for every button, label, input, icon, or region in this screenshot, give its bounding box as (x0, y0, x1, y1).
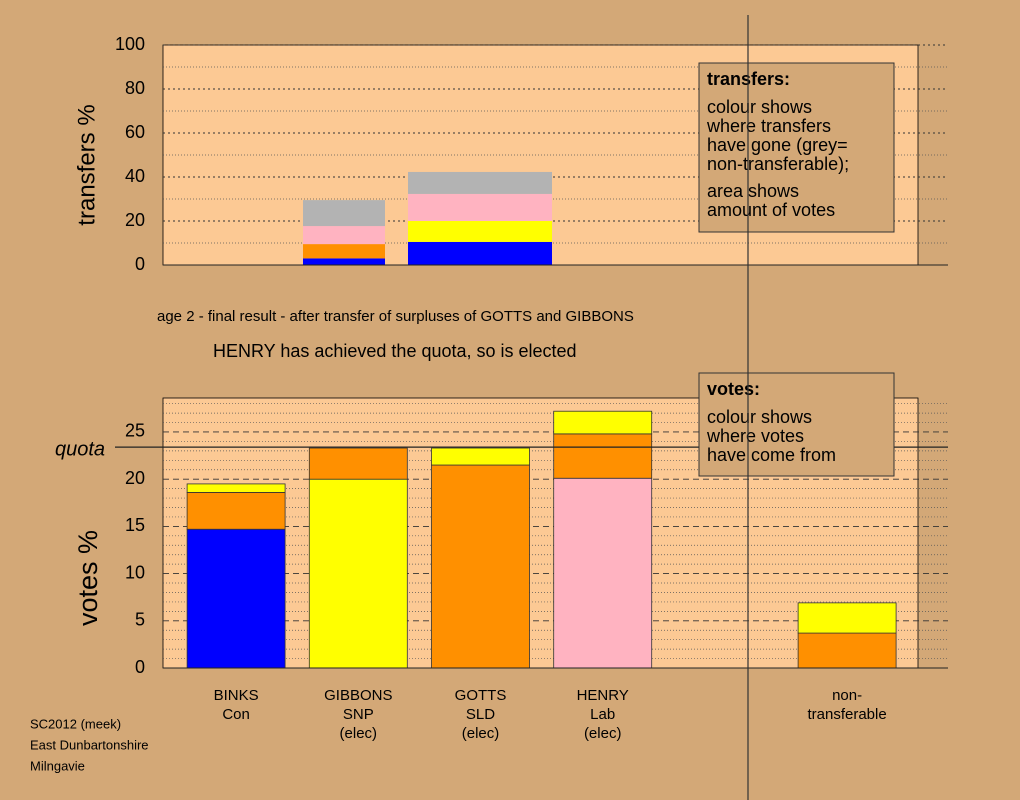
x-tick-label: GOTTS (455, 687, 507, 704)
x-tick-label: GIBBONS (324, 687, 392, 704)
x-tick-label: (elec) (462, 725, 500, 742)
legend-text: non-transferable); (707, 154, 849, 174)
bar-segment (408, 193, 552, 221)
bar-segment (186, 483, 286, 493)
x-tick-label: (elec) (340, 725, 378, 742)
x-tick-label: Lab (590, 706, 615, 723)
y-axis-label: transfers % (73, 104, 100, 225)
bar-segment (186, 528, 286, 669)
bar-segment (308, 478, 408, 669)
bar-segment (303, 244, 385, 259)
quota-label: quota (55, 438, 105, 460)
y-tick-label: 15 (125, 515, 145, 535)
y-tick-label: 25 (125, 421, 145, 441)
footer: East Dunbartonshire (30, 737, 149, 752)
x-tick-label: Con (222, 706, 250, 723)
bar-segment (797, 602, 897, 634)
footer: SC2012 (meek) (30, 716, 121, 731)
bar-segment (303, 200, 385, 227)
footer: Milngavie (30, 758, 85, 773)
bar-segment (408, 171, 552, 194)
bar-segment (553, 433, 653, 479)
legend-text: where votes (706, 426, 804, 446)
bar-segment (186, 492, 286, 530)
legend-text: amount of votes (707, 200, 835, 220)
y-tick-label: 10 (125, 562, 145, 582)
y-tick-label: 100 (115, 34, 145, 54)
y-axis-label: votes % (73, 530, 103, 626)
headline: HENRY has achieved the quota, so is elec… (213, 341, 577, 361)
x-tick-label: non- (832, 687, 862, 704)
x-tick-label: transferable (807, 706, 886, 723)
legend-box (698, 62, 895, 233)
bar-segment (553, 410, 653, 435)
legend-text: have come from (707, 445, 836, 465)
bar-segment (797, 632, 897, 669)
y-tick-label: 5 (135, 610, 145, 630)
x-tick-label: SNP (343, 706, 374, 723)
x-tick-label: SLD (466, 706, 495, 723)
x-tick-label: HENRY (577, 687, 629, 704)
x-tick-label: BINKS (214, 687, 259, 704)
legend-text: colour shows (707, 97, 812, 117)
legend-title: votes: (707, 379, 760, 399)
legend-box (698, 372, 895, 477)
legend-text: where transfers (706, 116, 831, 136)
bar-segment (408, 221, 552, 242)
bar-segment (431, 464, 530, 669)
legend-text: have gone (grey= (707, 135, 848, 155)
legend-text: colour shows (707, 407, 812, 427)
legend-text: area shows (707, 181, 799, 201)
bar-segment (308, 447, 408, 480)
y-tick-label: 20 (125, 210, 145, 230)
bar-segment (303, 226, 385, 245)
caption: age 2 - final result - after transfer of… (157, 308, 634, 325)
y-tick-label: 20 (125, 468, 145, 488)
y-tick-label: 0 (135, 657, 145, 677)
bar-segment (408, 241, 552, 265)
bar-segment (553, 477, 653, 669)
y-tick-label: 60 (125, 122, 145, 142)
y-tick-label: 0 (135, 254, 145, 274)
x-tick-label: (elec) (584, 725, 622, 742)
bar-segment (303, 258, 385, 265)
y-tick-label: 80 (125, 78, 145, 98)
bar-segment (431, 447, 530, 466)
y-tick-label: 40 (125, 166, 145, 186)
